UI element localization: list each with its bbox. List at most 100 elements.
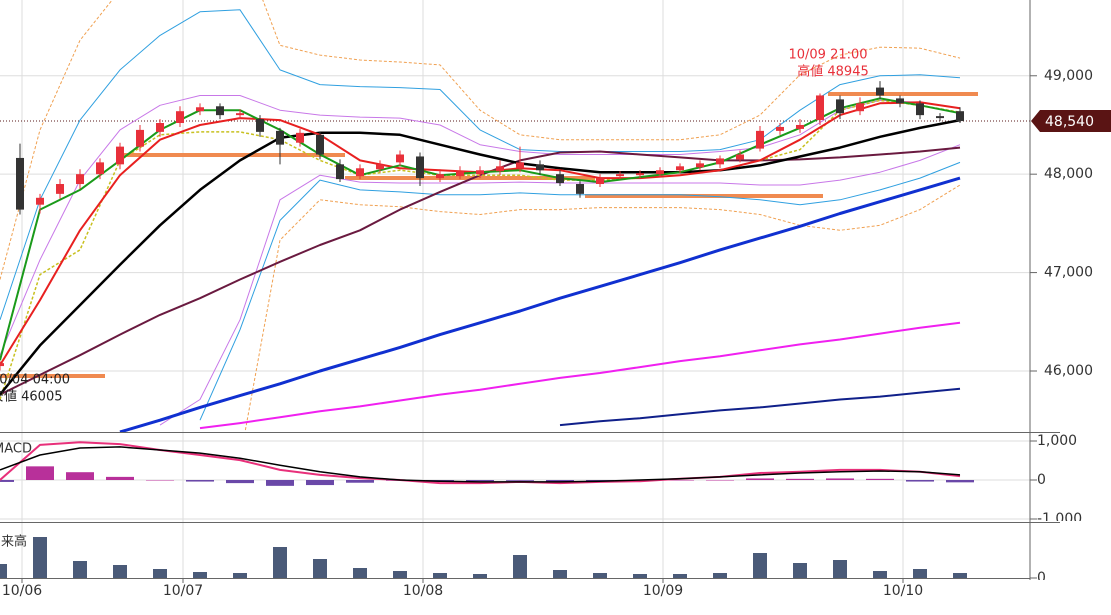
candle-body: [116, 146, 124, 165]
panel-label: 出来高: [0, 534, 27, 550]
candle-body: [736, 154, 744, 160]
volume-bar: [513, 555, 527, 578]
y-tick-label: -1,000: [1037, 511, 1082, 527]
x-tick-label: 10/07: [163, 583, 203, 599]
histogram-bar: [706, 480, 734, 481]
volume-bar: [393, 571, 407, 578]
candle-body: [356, 168, 364, 177]
annotation: 10/04 04:00: [0, 373, 70, 388]
candle-body: [176, 111, 184, 124]
candle-body: [376, 164, 384, 170]
candle-body: [956, 111, 964, 122]
candle-body: [876, 87, 884, 96]
candle-body: [76, 174, 84, 185]
candle-body: [156, 123, 164, 132]
histogram-bar: [26, 466, 54, 480]
candle-body: [256, 119, 264, 132]
grid: [0, 0, 1030, 583]
volume-bar: [433, 573, 447, 578]
labels: 10/09 21:00 高値 48945 10/04 04:00 安値 4600…: [0, 48, 869, 550]
histogram-bar: [146, 480, 174, 481]
candle-body: [436, 174, 444, 179]
histogram-bar: [826, 478, 854, 480]
candle-body: [596, 178, 604, 185]
candle-body: [276, 130, 284, 145]
candle-body: [16, 157, 24, 210]
volume-bar: [753, 553, 767, 578]
histogram-bar: [66, 472, 94, 480]
candle-body: [516, 162, 524, 169]
y-tick-label: 46,000: [1044, 363, 1093, 379]
price-plot: [0, 0, 1030, 432]
candle-body: [96, 162, 104, 175]
volume-bar: [873, 571, 887, 578]
candle-body: [196, 107, 204, 112]
y-tick-label: 0: [1037, 570, 1046, 586]
histogram-bar: [666, 480, 694, 481]
candle-body: [36, 197, 44, 205]
candle-body: [496, 166, 504, 172]
histogram-bar: [466, 480, 494, 482]
volume-bar: [313, 559, 327, 578]
histogram-bar: [346, 480, 374, 483]
candle-body: [336, 164, 344, 180]
volume-bar: [473, 574, 487, 578]
histogram-bar: [786, 478, 814, 480]
histogram-bar: [746, 478, 774, 480]
volume-bar: [553, 570, 567, 578]
candle-body: [936, 116, 944, 119]
volume-bar: [913, 569, 927, 578]
x-tick-label: 10/08: [403, 583, 443, 599]
volume-bar: [633, 574, 647, 578]
line-series: [244, 184, 961, 432]
candle-body: [896, 98, 904, 104]
candle-body: [56, 184, 64, 194]
line-series: [0, 118, 961, 396]
line-series: [119, 176, 961, 432]
candle-body: [796, 124, 804, 129]
y-tick-label: 47,000: [1044, 265, 1093, 281]
candle-body: [296, 132, 304, 143]
candle-body: [776, 126, 784, 131]
volume-bar: [353, 568, 367, 578]
histogram-bar: [546, 480, 574, 482]
candle-body: [916, 103, 924, 116]
histogram-bar: [506, 480, 534, 481]
annotation: 10/09 21:00: [788, 48, 867, 63]
last-price-label: 48,540: [1045, 114, 1094, 130]
y-tick-label: 1,000: [1037, 433, 1077, 449]
candle-body: [816, 95, 824, 121]
histogram-bar: [106, 476, 134, 480]
line-series: [559, 387, 961, 427]
x-tick-label: 10/09: [643, 583, 683, 599]
panel-label: MACD: [0, 442, 32, 457]
candle-body: [676, 166, 684, 171]
annotation: 安値 46005: [0, 389, 63, 405]
volume-bar: [793, 563, 807, 578]
histogram-bar: [946, 480, 974, 483]
last-price-box: [1031, 110, 1111, 133]
candle-body: [636, 173, 644, 176]
volume-bar: [233, 573, 247, 578]
volume-bar: [0, 564, 7, 578]
candle-body: [316, 134, 324, 155]
y-tick-label: 49,000: [1044, 68, 1093, 84]
line-series: [0, 9, 961, 320]
histogram-bar: [186, 480, 214, 482]
volume-bar: [713, 573, 727, 578]
candle-body: [576, 184, 584, 194]
line-series: [199, 321, 961, 430]
candle-body: [836, 99, 844, 114]
y-tick-label: 48,000: [1044, 166, 1093, 182]
annotation: 高値 48945: [797, 64, 869, 80]
volume-bar: [33, 537, 47, 578]
volume-bar: [193, 572, 207, 578]
volume-bar: [73, 561, 87, 578]
histogram-bar: [906, 480, 934, 482]
candle-body: [716, 158, 724, 165]
candle-body: [476, 170, 484, 175]
macd-axis: 1,000 0 -1,000: [1030, 433, 1082, 527]
candle-body: [136, 129, 144, 147]
